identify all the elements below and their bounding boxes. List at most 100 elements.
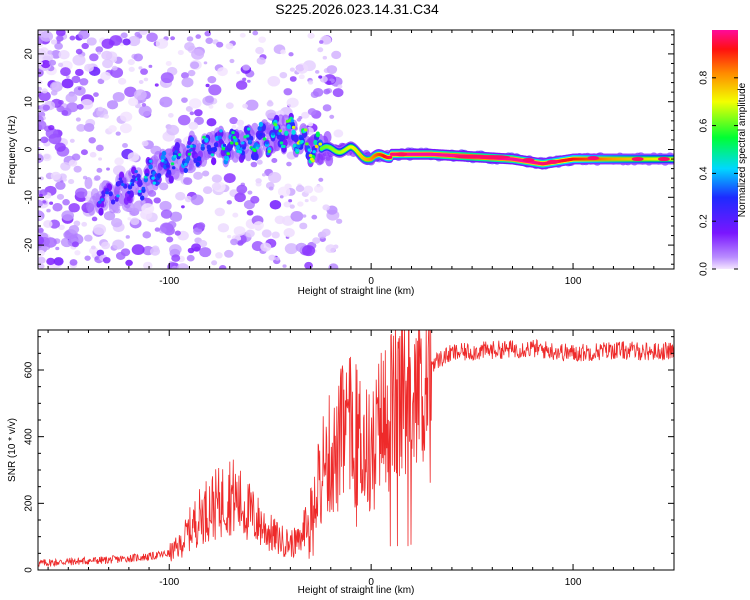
spectrogram-noise-blob	[154, 83, 159, 87]
spectrogram-noise-blob	[127, 217, 132, 221]
spectrogram-noise-blob	[314, 70, 320, 74]
spectrogram-noise-blob	[289, 204, 295, 209]
spectrogram-ytick-label: 20	[24, 48, 35, 60]
spectrogram-noise-blob	[112, 239, 125, 250]
spectrogram-noise-blob	[69, 35, 76, 41]
spectrogram-noise-blob	[230, 238, 239, 246]
spectrogram-noise-blob	[100, 71, 111, 81]
spectrogram-noise-blob	[68, 225, 80, 234]
spectrogram-ridge-cell	[253, 148, 257, 153]
spectrogram-ridge-cell	[259, 132, 263, 137]
spectrogram-noise-blob	[106, 167, 110, 171]
spectrogram-noise-blob	[166, 124, 180, 136]
spectrogram-noise-blob	[141, 200, 146, 204]
spectrogram-ridge-cell	[245, 134, 250, 138]
spectrogram-noise-blob	[283, 88, 293, 96]
spectrogram-ridge-cell	[295, 148, 300, 153]
spectrogram-ridge-cell	[231, 131, 235, 135]
spectrogram-ridge-cell	[202, 135, 206, 139]
spectrogram-noise-blob	[265, 109, 277, 119]
spectrogram-noise-blob	[333, 129, 344, 138]
spectrogram-noise-blob	[216, 41, 224, 48]
spectrogram-noise-blob	[74, 250, 81, 256]
spectrogram-ridge-cell	[218, 138, 224, 145]
spectrogram-noise-blob	[155, 38, 169, 49]
spectrogram-noise-blob	[78, 30, 90, 40]
spectrogram-noise-blob	[312, 88, 324, 97]
spectrogram-ridge-cell	[162, 155, 166, 160]
spectrogram-noise-blob	[90, 245, 96, 250]
spectrogram-ridge-cell	[303, 128, 308, 132]
spectrogram-ridge-cell	[165, 164, 170, 168]
spectrogram-ridge-cell	[200, 143, 205, 148]
spectrogram-noise-blob	[307, 80, 314, 85]
spectrogram-noise-blob	[122, 38, 131, 46]
spectrogram-ridge-cell	[249, 135, 254, 141]
spectrogram-noise-blob	[95, 46, 104, 53]
spectrogram-noise-blob	[253, 221, 265, 230]
spectrogram-noise-blob	[231, 124, 237, 129]
spectrogram-noise-blob	[332, 88, 344, 98]
spectrogram-noise-blob	[205, 83, 210, 88]
spectrogram-ridge-cell	[127, 190, 131, 194]
spectrogram-ylabel: Frequency (Hz)	[7, 116, 18, 185]
spectrogram-noise-blob	[282, 264, 287, 268]
spectrogram-noise-blob	[295, 63, 309, 74]
spectrogram-ridge-cell	[219, 129, 223, 133]
spectrogram-noise-blob	[242, 103, 248, 109]
spectrogram-ridge-cell	[177, 153, 182, 157]
spectrogram-noise-blob	[199, 247, 212, 258]
spectrogram-noise-blob	[120, 248, 131, 257]
spectrogram-noise-blob	[69, 161, 74, 166]
spectrogram-noise-blob	[141, 102, 147, 107]
spectrogram-ridge-cell	[227, 143, 232, 149]
spectrogram-noise-blob	[61, 110, 69, 116]
spectrogram-noise-blob	[38, 263, 45, 269]
spectrogram-ridge-cell	[280, 135, 285, 141]
spectrogram-ridge-cell	[131, 174, 136, 179]
spectrogram-ridge-cell	[187, 152, 192, 156]
spectrogram-noise-blob	[174, 230, 181, 236]
spectrogram-noise-blob	[142, 231, 152, 239]
spectrogram-noise-blob	[242, 77, 247, 82]
spectrogram-noise-blob	[61, 78, 74, 89]
spectrogram-noise-blob	[159, 182, 169, 191]
spectrogram-ridge-cell	[256, 144, 261, 148]
spectrogram-noise-blob	[39, 61, 44, 65]
spectrogram-ridge-cell	[114, 198, 119, 202]
spectrogram-noise-blob	[102, 59, 113, 69]
spectrogram-ridge-cell	[195, 161, 201, 167]
spectrogram-ridge-cell	[226, 152, 230, 156]
spectrogram-noise-blob	[38, 199, 44, 208]
spectrogram-noise-blob	[289, 76, 297, 82]
spectrogram-noise-blob	[56, 35, 64, 42]
spectrogram-noise-blob	[207, 75, 217, 84]
spectrogram-noise-blob	[284, 243, 298, 255]
spectrogram-noise-blob	[103, 114, 110, 119]
spectrogram-ridge-cell	[222, 143, 227, 147]
spectrogram-noise-blob	[206, 118, 217, 127]
spectrogram-noise-blob	[280, 49, 287, 55]
colorbar-bar	[712, 30, 738, 269]
spectrogram-noise-blob	[50, 39, 58, 45]
spectrogram-noise-blob	[290, 210, 304, 222]
spectrogram-noise-blob	[44, 237, 57, 248]
spectrogram-noise-blob	[93, 92, 99, 97]
spectrogram-noise-blob	[255, 178, 262, 184]
spectrogram-noise-blob	[160, 209, 173, 219]
spectrogram-ridge-cell	[258, 121, 264, 127]
spectrogram-halo	[325, 154, 334, 167]
spectrogram-noise-blob	[127, 152, 140, 162]
spectrogram-noise-blob	[75, 48, 83, 55]
spectrogram-noise-blob	[38, 153, 44, 164]
spectrogram-noise-blob	[298, 74, 305, 80]
spectrogram-ridge-cell	[314, 144, 319, 149]
spectrogram-ridge-cell	[128, 184, 132, 189]
spectrogram-noise-blob	[255, 46, 265, 55]
spectrogram-ridge-cell	[278, 129, 283, 133]
spectrogram-noise-blob	[309, 195, 318, 202]
spectrogram-noise-blob	[159, 200, 172, 212]
spectrogram-noise-blob	[122, 143, 128, 148]
spectrogram-noise-blob	[119, 123, 132, 134]
spectrogram-noise-blob	[326, 65, 338, 74]
